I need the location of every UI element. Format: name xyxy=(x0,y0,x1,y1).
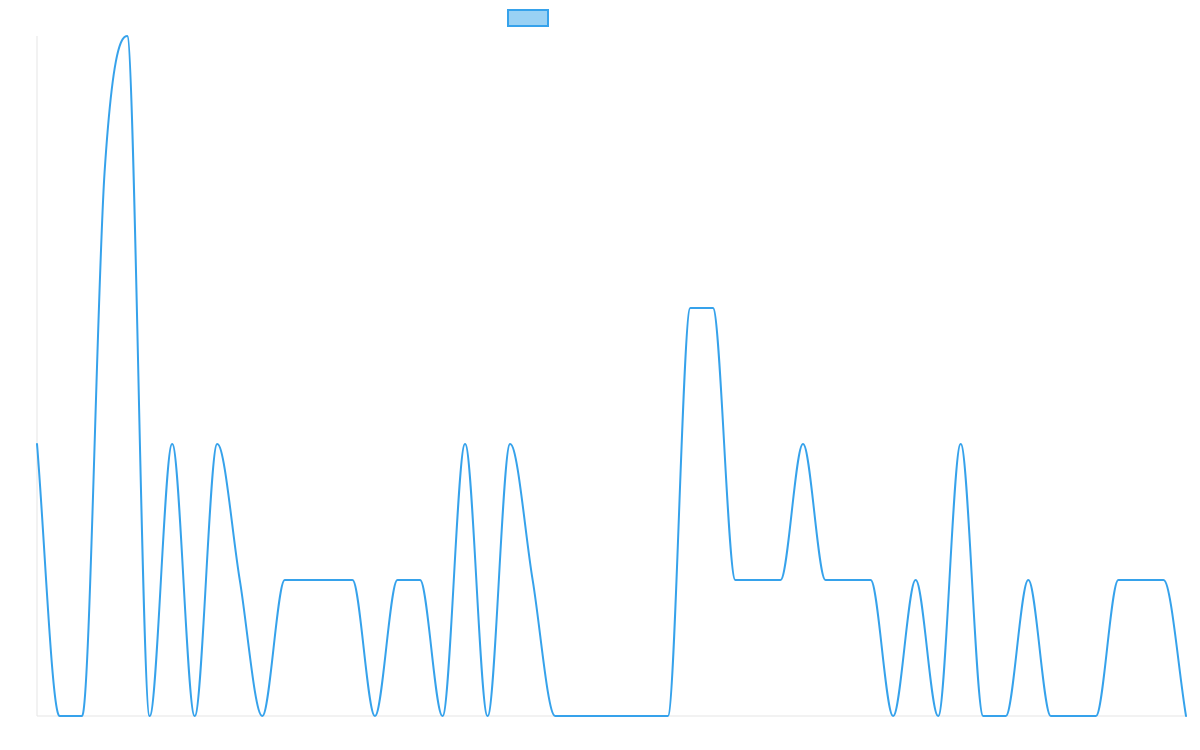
data-point[interactable] xyxy=(461,440,469,448)
data-point[interactable] xyxy=(596,712,604,720)
data-point[interactable] xyxy=(258,712,266,720)
data-point[interactable] xyxy=(529,576,537,584)
data-point[interactable] xyxy=(799,440,807,448)
data-point[interactable] xyxy=(101,168,109,176)
data-point[interactable] xyxy=(416,576,424,584)
data-point[interactable] xyxy=(506,440,514,448)
data-point[interactable] xyxy=(1114,576,1122,584)
data-point[interactable] xyxy=(348,576,356,584)
data-point[interactable] xyxy=(686,304,694,312)
data-point[interactable] xyxy=(146,712,154,720)
data-point[interactable] xyxy=(889,712,897,720)
data-point[interactable] xyxy=(957,440,965,448)
data-point[interactable] xyxy=(281,576,289,584)
data-point[interactable] xyxy=(393,576,401,584)
data-point[interactable] xyxy=(326,576,334,584)
data-point[interactable] xyxy=(191,712,199,720)
data-point[interactable] xyxy=(1047,712,1055,720)
data-point[interactable] xyxy=(213,440,221,448)
data-point[interactable] xyxy=(168,440,176,448)
data-point[interactable] xyxy=(551,712,559,720)
data-point[interactable] xyxy=(484,712,492,720)
data-point[interactable] xyxy=(731,576,739,584)
data-point[interactable] xyxy=(822,576,830,584)
data-point[interactable] xyxy=(1159,576,1167,584)
points-layer xyxy=(33,32,1190,720)
data-point[interactable] xyxy=(844,576,852,584)
data-point[interactable] xyxy=(934,712,942,720)
data-point[interactable] xyxy=(1002,712,1010,720)
data-point[interactable] xyxy=(619,712,627,720)
data-point[interactable] xyxy=(33,440,41,448)
data-point[interactable] xyxy=(236,576,244,584)
data-point[interactable] xyxy=(776,576,784,584)
data-point[interactable] xyxy=(1137,576,1145,584)
series-line xyxy=(36,35,1187,717)
legend-swatch[interactable] xyxy=(507,9,549,27)
data-point[interactable] xyxy=(664,712,672,720)
data-point[interactable] xyxy=(1092,712,1100,720)
data-point[interactable] xyxy=(709,304,717,312)
data-point[interactable] xyxy=(574,712,582,720)
data-point[interactable] xyxy=(78,712,86,720)
data-point[interactable] xyxy=(754,576,762,584)
data-point[interactable] xyxy=(1069,712,1077,720)
data-point[interactable] xyxy=(1182,712,1190,720)
data-point[interactable] xyxy=(979,712,987,720)
data-point[interactable] xyxy=(123,32,131,40)
data-point[interactable] xyxy=(867,576,875,584)
series-layer xyxy=(36,35,1187,717)
data-point[interactable] xyxy=(439,712,447,720)
data-point[interactable] xyxy=(56,712,64,720)
data-point[interactable] xyxy=(371,712,379,720)
data-point[interactable] xyxy=(303,576,311,584)
data-point[interactable] xyxy=(912,576,920,584)
data-point[interactable] xyxy=(1024,576,1032,584)
data-point[interactable] xyxy=(641,712,649,720)
